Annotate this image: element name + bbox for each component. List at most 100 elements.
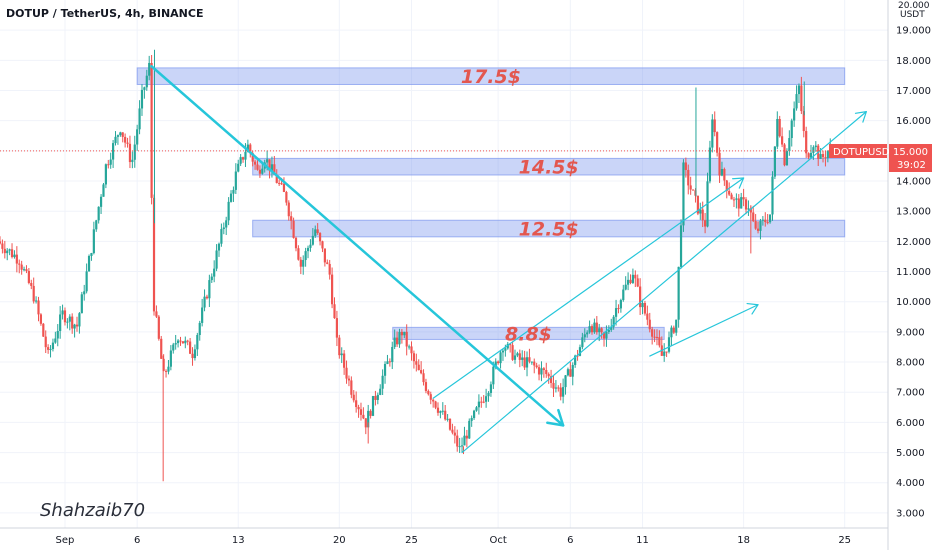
candle-body bbox=[109, 159, 112, 165]
candle-body bbox=[814, 145, 817, 148]
candle-body bbox=[412, 353, 416, 362]
candle-body bbox=[824, 157, 827, 159]
candle-body bbox=[778, 118, 781, 137]
y-tick-label: 10.000 bbox=[896, 297, 931, 308]
candle-body bbox=[131, 159, 134, 163]
candle-body bbox=[487, 392, 490, 397]
candle-body bbox=[364, 418, 367, 428]
candle-body bbox=[429, 394, 432, 400]
candle-body bbox=[480, 401, 483, 403]
candle-body bbox=[528, 357, 531, 362]
candle-body bbox=[807, 153, 810, 158]
candle-body bbox=[116, 135, 120, 137]
candle-body bbox=[802, 111, 805, 132]
candle-body bbox=[150, 62, 153, 198]
candle-body bbox=[383, 364, 387, 376]
candle-body bbox=[99, 196, 103, 207]
candle-body bbox=[434, 401, 437, 408]
candle-body bbox=[268, 159, 271, 171]
candle-body bbox=[371, 396, 375, 416]
candle-body bbox=[699, 209, 702, 214]
candle-body bbox=[636, 278, 639, 287]
zone-label: 8.8$ bbox=[505, 323, 552, 345]
candle-body bbox=[682, 162, 685, 226]
candle-body bbox=[80, 294, 83, 314]
candle-body bbox=[15, 254, 18, 264]
candle-body bbox=[535, 365, 538, 368]
candle-body bbox=[773, 146, 776, 177]
candle-body bbox=[234, 171, 237, 190]
badge-price-bg bbox=[889, 144, 932, 172]
candle-body bbox=[574, 355, 577, 365]
candle-body bbox=[107, 164, 110, 166]
candle-body bbox=[338, 337, 341, 356]
candle-body bbox=[376, 394, 379, 400]
candle-body bbox=[32, 285, 35, 302]
candle-body bbox=[516, 353, 519, 356]
candle-body bbox=[602, 332, 606, 339]
candle-body bbox=[427, 390, 430, 395]
candle-body bbox=[785, 151, 789, 166]
candle-body bbox=[684, 162, 687, 170]
candle-body bbox=[316, 229, 319, 234]
zone-rect bbox=[136, 67, 846, 85]
x-tick-label: 6 bbox=[567, 535, 573, 546]
candle-body bbox=[821, 154, 825, 158]
candle-body bbox=[607, 329, 610, 332]
candle-body bbox=[610, 326, 613, 330]
candle-body bbox=[189, 341, 192, 354]
candle-body bbox=[444, 410, 447, 420]
candle-body bbox=[261, 168, 264, 174]
candle-body bbox=[391, 346, 394, 363]
candle-body bbox=[569, 369, 572, 377]
candle-body bbox=[196, 334, 199, 350]
candle-body bbox=[564, 375, 567, 388]
candle-body bbox=[393, 337, 396, 347]
candle-body bbox=[704, 220, 707, 227]
candle-body bbox=[420, 370, 423, 374]
candle-body bbox=[30, 282, 33, 286]
candle-body bbox=[208, 280, 211, 299]
candle-body bbox=[691, 189, 695, 191]
candle-body bbox=[157, 316, 160, 339]
candle-body bbox=[63, 310, 67, 323]
candle-body bbox=[670, 327, 673, 338]
y-tick-label: 13.000 bbox=[896, 207, 931, 218]
candle-body bbox=[728, 190, 731, 195]
candle-body bbox=[788, 138, 791, 152]
candle-body bbox=[542, 368, 545, 371]
candle-body bbox=[658, 337, 661, 346]
candle-body bbox=[513, 355, 517, 360]
candle-body bbox=[22, 269, 26, 271]
candle-body bbox=[386, 361, 389, 365]
trendline bbox=[461, 111, 867, 454]
candle-body bbox=[518, 353, 521, 360]
candle-body bbox=[800, 85, 803, 112]
candle-body bbox=[723, 168, 726, 181]
candle-body bbox=[359, 409, 363, 415]
candle-body bbox=[759, 220, 762, 231]
x-tick-label: 25 bbox=[405, 535, 418, 546]
candle-body bbox=[10, 249, 14, 258]
candle-body bbox=[282, 183, 286, 192]
candle-body bbox=[256, 164, 259, 170]
candle-body bbox=[547, 374, 550, 377]
candle-body bbox=[97, 206, 100, 221]
trendline bbox=[432, 177, 745, 399]
candle-body bbox=[395, 337, 399, 345]
candle-body bbox=[215, 250, 218, 269]
candle-body bbox=[525, 357, 529, 368]
candle-body bbox=[410, 346, 413, 354]
candle-body bbox=[400, 331, 403, 336]
candle-body bbox=[578, 347, 582, 356]
candle-body bbox=[66, 321, 69, 323]
candle-body bbox=[124, 136, 127, 143]
candle-body bbox=[258, 169, 262, 174]
candle-body bbox=[121, 132, 124, 137]
candle-body bbox=[201, 307, 204, 323]
candle-body bbox=[87, 255, 91, 272]
candle-body bbox=[624, 284, 627, 290]
candle-body bbox=[90, 253, 93, 256]
candle-body bbox=[545, 370, 548, 375]
